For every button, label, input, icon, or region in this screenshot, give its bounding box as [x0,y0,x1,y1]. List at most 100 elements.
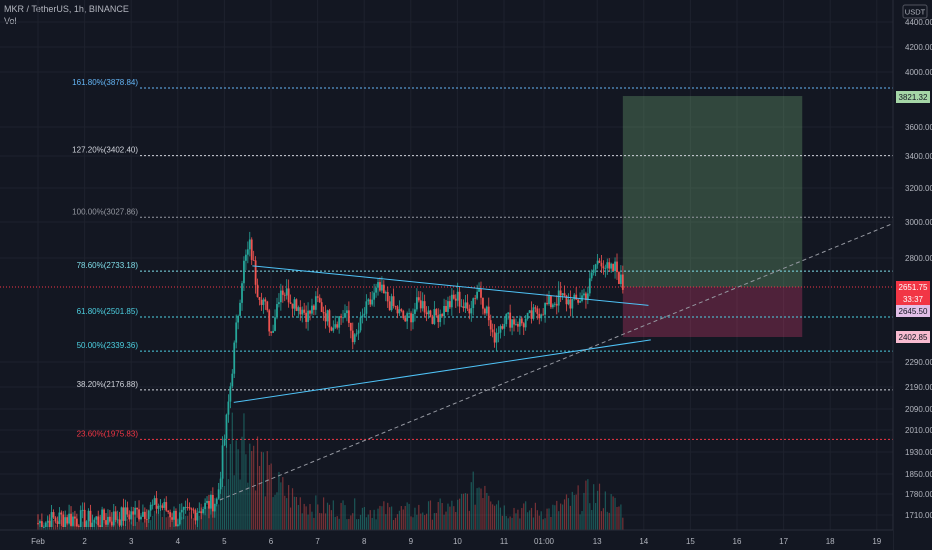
candle-body[interactable] [77,526,80,528]
candle-body[interactable] [567,299,570,305]
candle-body[interactable] [239,302,241,316]
candle-body[interactable] [425,312,428,315]
candle-body[interactable] [303,309,306,313]
candle-body[interactable] [340,316,343,318]
candle-body[interactable] [250,239,253,260]
candle-body[interactable] [505,314,508,325]
candle-body[interactable] [103,509,105,521]
candle-body[interactable] [54,517,57,522]
candle-body[interactable] [379,282,381,291]
candle-body[interactable] [324,313,327,322]
candle-body[interactable] [480,289,482,298]
time-axis[interactable]: Feb 2 3 4 5 6 7 8 9 10 11 01:00 13 14 15 16 17 18 19 [0,529,893,550]
candle-body[interactable] [509,312,512,328]
candle-body[interactable] [408,313,411,315]
candle-body[interactable] [382,284,385,294]
candle-body[interactable] [517,323,519,327]
candle-body[interactable] [441,314,444,317]
candle-body[interactable] [208,501,210,509]
candle-body[interactable] [538,313,541,319]
candle-body[interactable] [211,494,214,512]
candle-body[interactable] [419,300,422,309]
candle-body[interactable] [602,266,605,269]
candle-body[interactable] [404,318,407,322]
candle-body[interactable] [361,315,364,318]
candle-body[interactable] [213,503,216,512]
candle-body[interactable] [50,512,53,527]
candle-body[interactable] [588,278,591,294]
candle-body[interactable] [472,298,475,309]
fib-retracement[interactable]: 161.80%(3878.84) 127.20%(3402.40) 100.00%(… [72,78,893,440]
candle-body[interactable] [390,296,393,311]
candle-body[interactable] [221,445,224,479]
candle-body[interactable] [285,288,288,296]
candle-body[interactable] [256,284,259,297]
candle-body[interactable] [586,293,589,300]
candle-body[interactable] [136,507,138,510]
candle-body[interactable] [132,511,135,515]
candle-body[interactable] [326,310,329,322]
candle-body[interactable] [518,318,521,327]
candle-body[interactable] [108,516,111,522]
currency-badge-box[interactable] [902,4,928,19]
candle-body[interactable] [511,319,513,328]
candle-body[interactable] [44,522,47,527]
candle-body[interactable] [188,507,191,509]
candle-body[interactable] [64,517,67,527]
candle-body[interactable] [235,322,238,343]
candle-body[interactable] [116,519,119,521]
candle-body[interactable] [56,521,59,524]
candle-body[interactable] [353,334,356,343]
candle-body[interactable] [297,307,300,311]
candle-body[interactable] [101,509,104,527]
candle-body[interactable] [145,518,148,520]
candle-body[interactable] [293,299,296,309]
candle-body[interactable] [573,294,576,299]
candle-body[interactable] [142,511,144,517]
candle-body[interactable] [120,507,123,526]
candle-body[interactable] [610,263,613,269]
candle-body[interactable] [312,305,315,310]
candle-body[interactable] [577,299,580,303]
candle-body[interactable] [110,521,113,526]
candle-body[interactable] [371,299,374,305]
candle-body[interactable] [616,261,618,273]
candle-body[interactable] [542,314,545,316]
candle-body[interactable] [254,260,257,285]
candle-body[interactable] [596,260,599,265]
candle-body[interactable] [72,516,74,526]
candle-body[interactable] [439,314,442,323]
candle-body[interactable] [614,261,616,272]
candle-body[interactable] [493,332,496,343]
candle-body[interactable] [42,527,45,528]
candle-body[interactable] [456,291,459,301]
candle-body[interactable] [244,254,247,261]
candle-body[interactable] [138,509,140,520]
candle-body[interactable] [79,510,82,527]
candle-body[interactable] [450,294,453,308]
candle-body[interactable] [83,509,86,527]
candle-body[interactable] [122,507,125,521]
candle-body[interactable] [357,330,360,334]
candle-body[interactable] [503,324,506,329]
candle-body[interactable] [398,309,401,314]
candle-body[interactable] [559,290,562,296]
candle-body[interactable] [87,510,90,522]
candle-body[interactable] [470,308,473,314]
candle-body[interactable] [550,296,552,308]
candle-body[interactable] [585,293,587,300]
candle-body[interactable] [346,310,348,314]
candle-body[interactable] [540,314,543,319]
candle-body[interactable] [281,290,284,295]
candle-body[interactable] [462,306,465,309]
candle-body[interactable] [478,289,480,292]
candle-body[interactable] [89,510,92,527]
candle-body[interactable] [301,309,304,315]
price-axis[interactable]: USDT4400.004200.004000.003600.003400.003… [892,0,932,550]
position-loss-zone[interactable] [622,287,803,337]
candle-body[interactable] [70,513,72,526]
candle-body[interactable] [279,290,282,303]
candle-body[interactable] [194,510,197,521]
candle-body[interactable] [81,509,84,511]
